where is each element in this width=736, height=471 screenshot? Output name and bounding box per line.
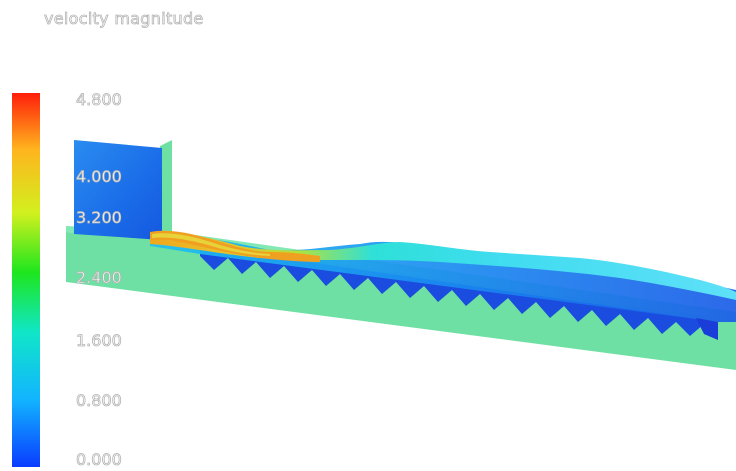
tick-label: 4.000 (76, 167, 123, 186)
legend-title: velocity magnitude (44, 9, 204, 29)
outlet-patch (696, 318, 718, 340)
tick-label: 1.600 (76, 331, 123, 350)
channel-floor (66, 232, 736, 370)
tick-label: 2.400 (76, 268, 123, 287)
tick-label: 0.000 (76, 450, 123, 469)
tick-label: 3.200 (76, 208, 123, 227)
dam-wall (160, 140, 172, 244)
colorbar (12, 93, 40, 467)
tick-label: 4.800 (76, 90, 123, 109)
tick-label: 0.800 (76, 391, 123, 410)
reservoir (74, 140, 162, 240)
jet-core (152, 233, 270, 256)
